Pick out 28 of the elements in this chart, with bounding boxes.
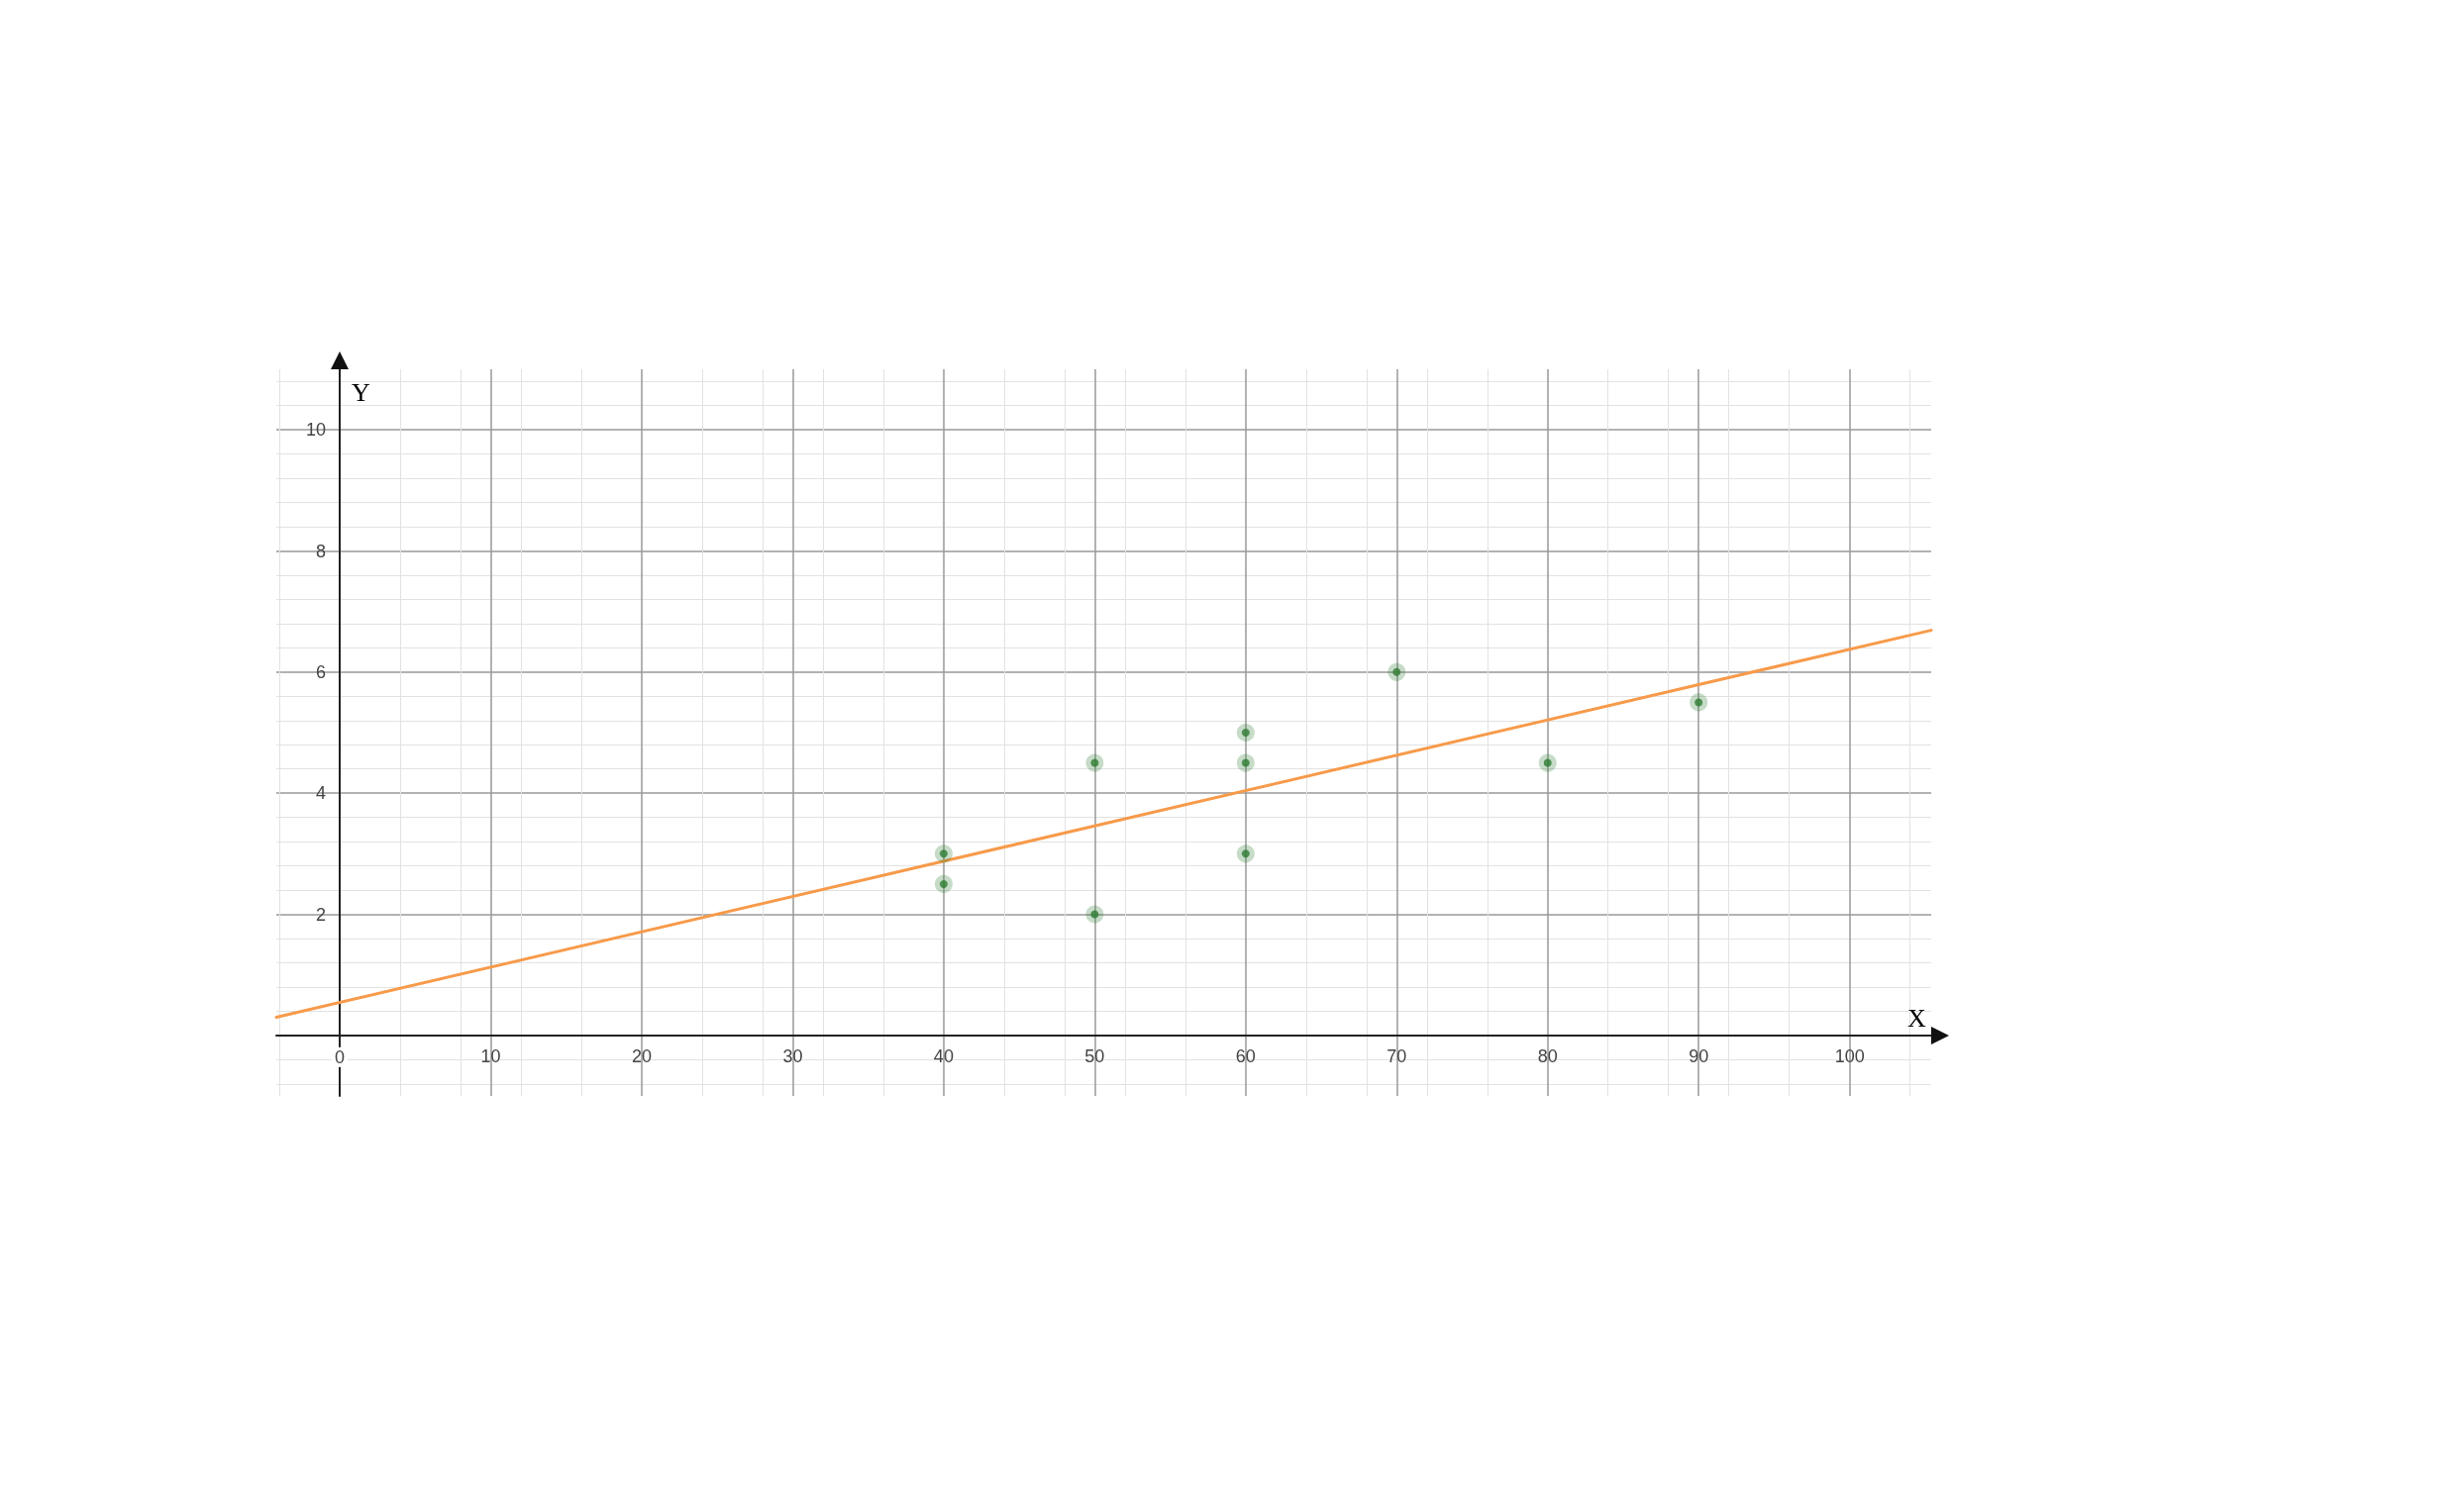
x-tick-label: 10 [480,1045,501,1066]
point [1538,753,1557,772]
x-axis-title: X [1907,1004,1926,1034]
y-tick-label: 4 [316,783,327,804]
point [934,844,953,863]
point [1236,724,1255,742]
x-tick-label: 80 [1537,1045,1558,1066]
x-tick-label: 50 [1084,1045,1105,1066]
y-tick-label: 6 [316,661,327,682]
x-tick-label: 100 [1834,1045,1865,1066]
y-axis-title: Y [352,377,371,407]
point [1085,905,1104,924]
point [1690,693,1708,712]
x-tick-label: 40 [933,1045,954,1066]
x-tick-label: 20 [631,1045,652,1066]
point [1236,753,1255,772]
y-tick-label: 2 [316,904,327,925]
x-tick-label: 30 [782,1045,803,1066]
point [1085,753,1104,772]
x-tick-label: 90 [1689,1045,1709,1066]
point [934,874,953,893]
x-tick-label: 0 [335,1046,346,1067]
point [1236,844,1255,863]
point [1387,662,1406,681]
x-tick-label: 60 [1235,1045,1256,1066]
y-tick-label: 8 [316,541,327,561]
y-tick-label: 10 [306,420,327,441]
x-tick-label: 70 [1386,1045,1407,1066]
